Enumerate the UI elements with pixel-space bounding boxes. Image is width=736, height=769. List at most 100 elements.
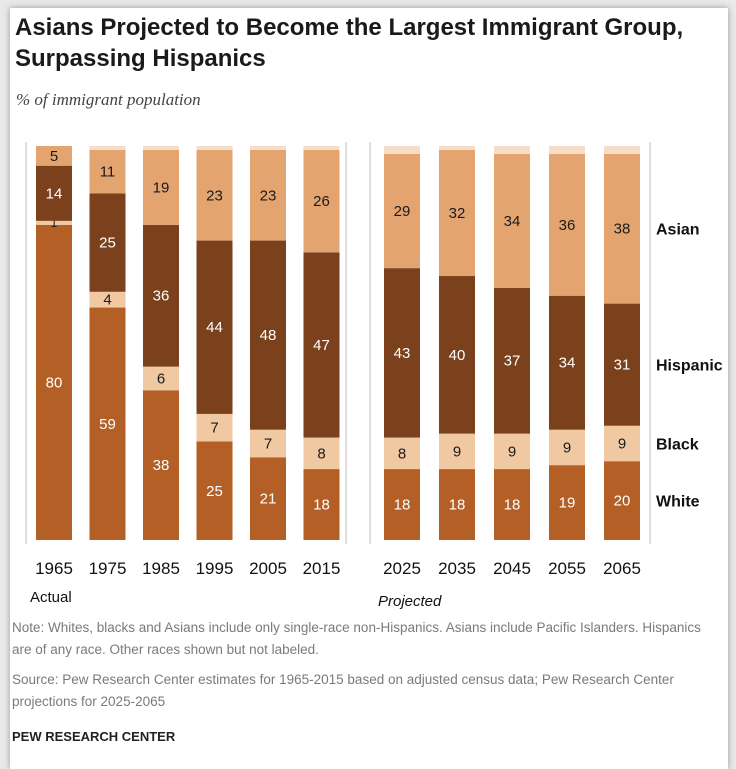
x-tick-label: 2065 <box>603 559 641 578</box>
bar-segment-other <box>494 146 530 154</box>
data-label: 44 <box>206 319 223 336</box>
bar-segment-black <box>303 437 340 470</box>
legend-label-white: White <box>656 494 700 511</box>
data-label: 20 <box>614 493 631 510</box>
bar-segment-other <box>196 146 233 150</box>
data-label: 19 <box>153 179 170 196</box>
bar-segment-black <box>384 437 420 470</box>
x-tick-label: 2005 <box>249 559 287 578</box>
bar-segment-asian <box>494 153 530 288</box>
data-label: 7 <box>210 420 218 437</box>
data-label: 23 <box>260 187 277 204</box>
x-tick-label: 2025 <box>383 559 421 578</box>
bar-segment-asian <box>384 153 420 269</box>
bar-segment-black <box>36 220 72 225</box>
bar-segment-white <box>494 469 530 540</box>
bar-segment-black <box>439 433 475 470</box>
data-label: 25 <box>206 483 223 500</box>
data-label: 23 <box>206 187 223 204</box>
bar-segment-black <box>143 366 179 391</box>
bar-segment-white <box>439 469 475 540</box>
bar-segment-hispanic <box>143 224 179 367</box>
x-tick-label: 2045 <box>493 559 531 578</box>
bar-segment-black <box>494 433 530 470</box>
bar-segment-hispanic <box>196 240 233 414</box>
x-tick-label: 2035 <box>438 559 476 578</box>
bar-segment-black <box>89 291 126 308</box>
bar-segment-other <box>250 146 286 150</box>
chart-note: Note: Whites, blacks and Asians include … <box>12 620 701 657</box>
data-label: 4 <box>103 292 111 309</box>
bar-segment-asian <box>36 146 72 166</box>
bar-segment-other <box>303 146 340 150</box>
bar-segment-asian <box>196 149 233 241</box>
bar-segment-other <box>89 146 126 150</box>
bar-segment-asian <box>89 149 126 194</box>
bar-segment-other <box>384 146 420 154</box>
legend-label-hispanic: Hispanic <box>656 358 723 375</box>
data-label: 1 <box>51 216 58 230</box>
bar-segment-asian <box>439 149 475 277</box>
bar-segment-black <box>196 413 233 442</box>
data-label: 9 <box>618 435 626 452</box>
bar-segment-asian <box>604 153 640 304</box>
data-label: 38 <box>614 221 631 238</box>
bar-segment-hispanic <box>89 193 126 292</box>
bar-segment-asian <box>143 149 179 225</box>
data-label: 34 <box>559 355 576 372</box>
data-label: 37 <box>504 353 521 370</box>
data-label: 21 <box>260 491 277 508</box>
data-label: 18 <box>504 497 521 514</box>
data-label: 9 <box>508 443 516 460</box>
bar-segment-white <box>143 390 179 540</box>
data-label: 25 <box>99 235 116 252</box>
data-label: 14 <box>46 185 63 202</box>
chart-title: Asians Projected to Become the Largest I… <box>15 14 684 72</box>
data-label: 5 <box>50 148 58 165</box>
data-label: 48 <box>260 327 277 344</box>
bar-segment-white <box>250 457 286 540</box>
data-label: 18 <box>449 497 466 514</box>
data-label: 9 <box>453 443 461 460</box>
x-tick-label: 1975 <box>89 559 127 578</box>
data-label: 18 <box>394 497 411 514</box>
data-label: 29 <box>394 203 411 220</box>
bar-segment-hispanic <box>494 287 530 434</box>
data-label: 8 <box>398 445 406 462</box>
chart-source: Source: Pew Research Center estimates fo… <box>12 672 674 709</box>
bar-segment-white <box>303 469 340 540</box>
data-label: 18 <box>313 497 330 514</box>
stacked-bar-chart: 80 1 14 5 1965 59 4 25 11 1975 38 6 36 19 1985 25 7 44 23 1… <box>25 142 723 610</box>
bar-segment-hispanic <box>549 295 585 430</box>
data-label: 7 <box>264 435 272 452</box>
legend-label-black: Black <box>656 436 699 453</box>
data-label: 6 <box>157 370 165 387</box>
group-label-projected: Projected <box>378 593 442 610</box>
bar-segment-hispanic <box>384 268 420 438</box>
bar-segment-other <box>549 146 585 154</box>
bar-segment-black <box>549 429 585 466</box>
x-tick-label: 1985 <box>142 559 180 578</box>
bar-segment-black <box>604 425 640 462</box>
bar-segment-asian <box>303 149 340 253</box>
data-label: 40 <box>449 347 466 364</box>
data-label: 19 <box>559 495 576 512</box>
bar-segment-white <box>384 469 420 540</box>
bar-segment-other <box>439 146 475 150</box>
group-label-actual: Actual <box>30 589 72 606</box>
bar-segment-other <box>604 146 640 154</box>
data-label: 38 <box>153 457 170 474</box>
bar-segment-white <box>604 461 640 540</box>
bar-segment-white <box>549 465 585 540</box>
x-tick-label: 2015 <box>303 559 341 578</box>
bar-segment-white <box>196 441 233 540</box>
data-label: 36 <box>153 288 170 305</box>
bar-segment-hispanic <box>604 303 640 426</box>
legend-label-asian: Asian <box>656 222 700 239</box>
x-tick-label: 2055 <box>548 559 586 578</box>
bar-segment-asian <box>250 149 286 241</box>
x-tick-label: 1965 <box>35 559 73 578</box>
x-tick-label: 1995 <box>196 559 234 578</box>
data-label: 36 <box>559 217 576 234</box>
bar-segment-hispanic <box>303 252 340 438</box>
